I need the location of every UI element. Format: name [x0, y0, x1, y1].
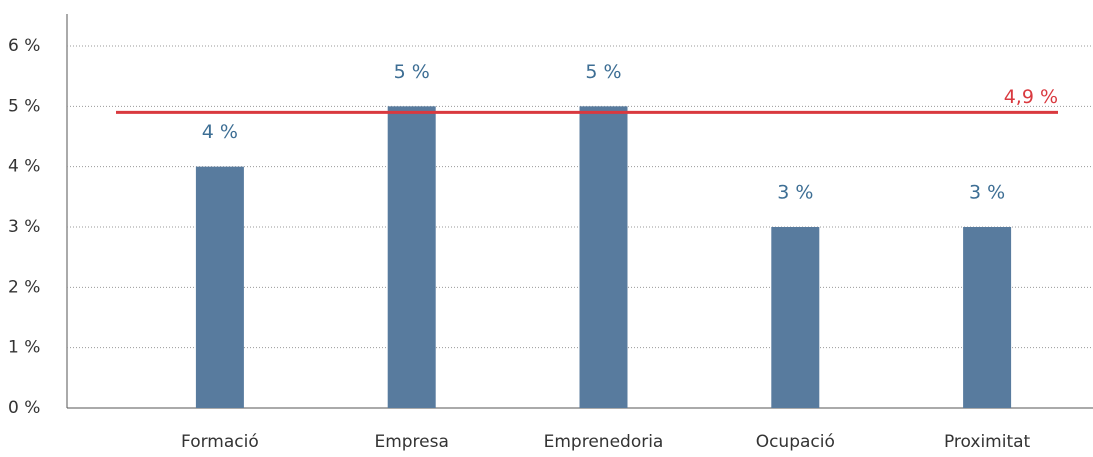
data-label: 3 % — [777, 182, 813, 204]
reference-label: 4,9 % — [1004, 86, 1058, 108]
x-tick-label: Empresa — [374, 432, 448, 452]
y-tick-label: 3 % — [8, 217, 40, 237]
bar — [771, 227, 820, 408]
y-tick-label: 6 % — [8, 36, 40, 56]
x-tick-label: Ocupació — [756, 432, 835, 452]
data-label: 4 % — [202, 121, 238, 143]
x-tick-label: Proximitat — [944, 432, 1031, 452]
y-tick-label: 2 % — [8, 277, 40, 297]
y-tick-label: 1 % — [8, 338, 40, 358]
y-tick-label: 0 % — [8, 398, 40, 418]
data-label: 5 % — [585, 61, 621, 83]
data-label: 5 % — [394, 61, 430, 83]
y-tick-label: 5 % — [8, 96, 40, 116]
bar — [195, 166, 244, 408]
data-label: 3 % — [969, 182, 1005, 204]
bar — [387, 106, 436, 408]
x-tick-label: Emprenedoria — [544, 432, 664, 452]
x-tick-label: Formació — [181, 432, 259, 452]
bar — [963, 227, 1012, 408]
y-tick-label: 4 % — [8, 157, 40, 177]
bar — [579, 106, 628, 408]
